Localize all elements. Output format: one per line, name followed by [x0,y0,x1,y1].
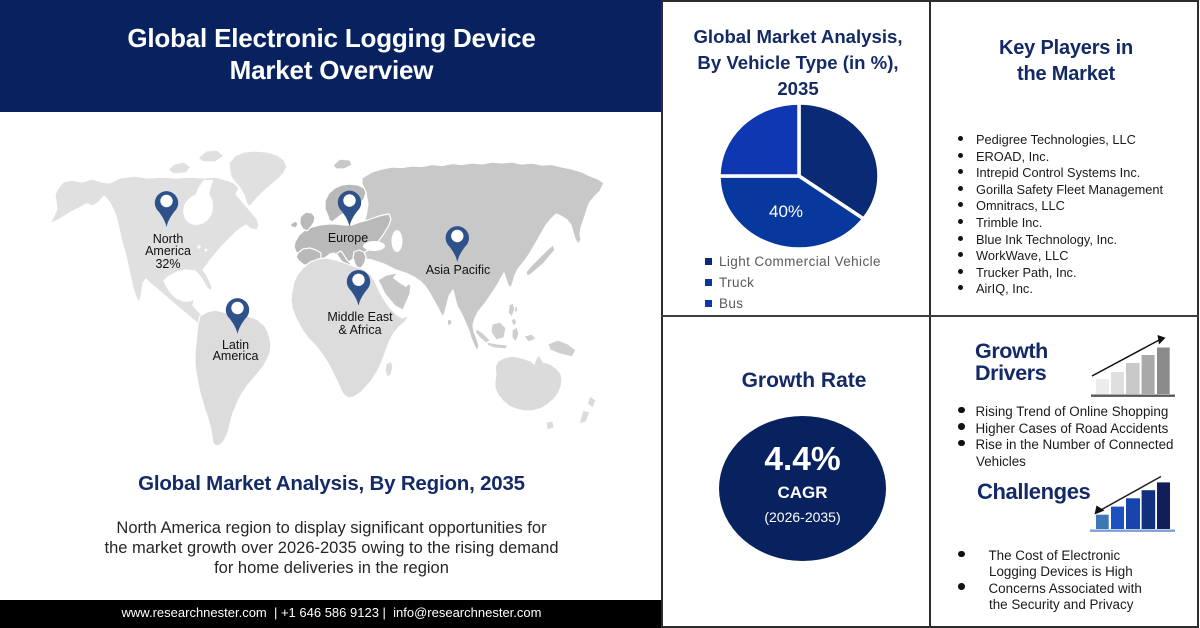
svg-text:& Africa: & Africa [338,323,381,337]
svg-text:40%: 40% [769,202,803,221]
svg-text:Asia Pacific: Asia Pacific [426,263,491,277]
svg-text:America: America [145,244,191,258]
svg-text:32%: 32% [155,257,180,271]
svg-text:Latin: Latin [222,338,249,352]
svg-text:America: America [213,349,259,363]
svg-text:Europe: Europe [328,231,368,245]
svg-text:Middle East: Middle East [327,310,393,324]
svg-text:North: North [153,232,184,246]
